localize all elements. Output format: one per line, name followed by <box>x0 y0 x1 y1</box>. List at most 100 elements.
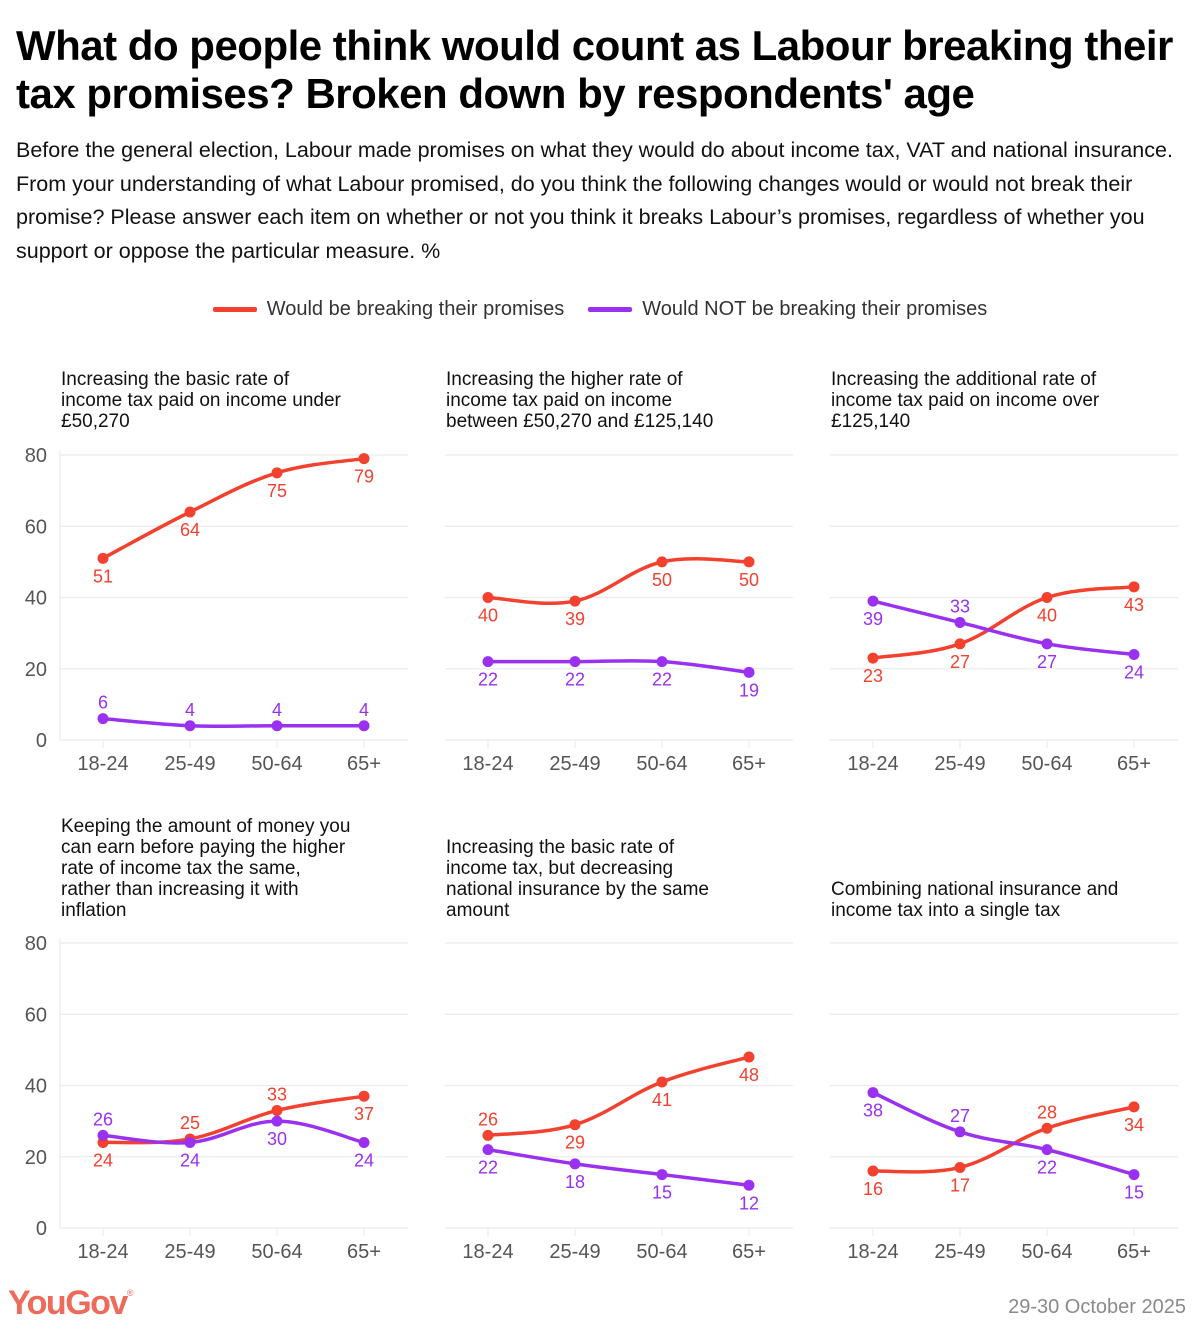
y-tick-label: 0 <box>36 730 47 752</box>
panel-title-line: rather than increasing it with <box>61 879 299 900</box>
y-tick-label: 80 <box>25 933 47 955</box>
data-point-breaking <box>656 1076 668 1088</box>
y-tick-label: 0 <box>36 1218 47 1240</box>
data-label: 15 <box>652 1183 672 1203</box>
data-label: 15 <box>1124 1183 1144 1203</box>
legend-swatch-not-breaking <box>588 307 633 312</box>
data-point-not-breaking <box>569 1158 581 1170</box>
y-tick-label: 20 <box>25 1147 47 1169</box>
data-label: 22 <box>1037 1158 1057 1178</box>
panel-title-line: amount <box>446 900 510 921</box>
data-label: 22 <box>565 670 585 690</box>
data-point-breaking <box>184 506 196 518</box>
series-line-not-breaking <box>871 599 1136 657</box>
x-tick-label: 25-49 <box>934 753 985 775</box>
panel-title-line: income tax paid on income over <box>831 390 1100 411</box>
data-label: 33 <box>950 596 970 616</box>
x-tick-label: 50-64 <box>251 1241 302 1263</box>
x-tick-label: 18-24 <box>77 753 128 775</box>
data-label: 30 <box>267 1129 287 1149</box>
data-label: 37 <box>354 1104 374 1124</box>
data-point-breaking <box>1041 592 1053 603</box>
data-point-not-breaking <box>1041 1144 1053 1156</box>
data-point-breaking <box>743 556 755 568</box>
series-line-not-breaking <box>486 659 751 675</box>
data-point-not-breaking <box>656 1169 668 1181</box>
yougov-logo: YouGov® <box>8 1284 133 1323</box>
data-point-not-breaking <box>184 1137 196 1148</box>
data-point-not-breaking <box>482 1144 494 1156</box>
x-tick-label: 18-24 <box>77 1241 128 1263</box>
data-label: 24 <box>180 1151 200 1171</box>
data-point-breaking <box>1128 581 1140 593</box>
x-tick-label: 50-64 <box>636 1241 687 1263</box>
data-point-not-breaking <box>1041 638 1053 650</box>
x-tick-label: 65+ <box>1117 1241 1151 1263</box>
data-point-breaking <box>482 592 494 603</box>
data-label: 23 <box>863 666 883 686</box>
x-tick-label: 65+ <box>732 753 766 775</box>
series-line-breaking <box>486 557 751 605</box>
y-tick-label: 60 <box>25 516 47 538</box>
data-point-not-breaking <box>867 1087 879 1099</box>
series-line-breaking <box>101 1094 366 1145</box>
x-tick-label: 50-64 <box>1021 753 1072 775</box>
legend-label-breaking: Would be breaking their promises <box>266 298 565 320</box>
data-point-breaking <box>271 1104 283 1116</box>
data-label: 4 <box>185 700 195 720</box>
data-label: 40 <box>478 606 498 626</box>
series-line-breaking <box>871 585 1136 660</box>
data-label: 40 <box>1037 606 1057 626</box>
x-tick-label: 18-24 <box>462 753 513 775</box>
data-point-breaking <box>1041 1122 1053 1134</box>
data-label: 19 <box>739 680 759 700</box>
data-point-not-breaking <box>569 656 581 668</box>
panel-title-line: Combining national insurance and <box>831 879 1118 900</box>
x-tick-label: 25-49 <box>164 753 215 775</box>
data-label: 4 <box>272 700 282 720</box>
x-tick-label: 25-49 <box>549 1241 600 1263</box>
panel-title-line: Increasing the additional rate of <box>831 369 1097 390</box>
data-label: 12 <box>739 1193 759 1213</box>
data-label: 48 <box>739 1065 759 1085</box>
y-tick-label: 40 <box>25 1076 47 1098</box>
x-tick-label: 18-24 <box>847 1241 898 1263</box>
data-label: 27 <box>950 652 970 672</box>
data-label: 24 <box>93 1151 113 1171</box>
data-point-breaking <box>954 638 966 650</box>
data-point-not-breaking <box>358 720 370 732</box>
panel-title-line: £50,270 <box>61 411 130 432</box>
panel-title-line: income tax paid on income under <box>61 390 342 411</box>
series-line-not-breaking <box>101 716 366 729</box>
data-label: 43 <box>1124 595 1144 615</box>
data-point-breaking <box>1128 1101 1140 1113</box>
data-point-breaking <box>867 652 879 664</box>
x-tick-label: 18-24 <box>462 1241 513 1263</box>
data-label: 29 <box>565 1133 585 1153</box>
data-label: 6 <box>98 693 108 713</box>
data-label: 24 <box>1124 663 1144 683</box>
panel-title-line: income tax paid on income <box>446 390 672 411</box>
data-point-not-breaking <box>867 595 879 607</box>
data-label: 39 <box>565 609 585 629</box>
series-line-not-breaking <box>871 1090 1136 1177</box>
x-tick-label: 25-49 <box>934 1241 985 1263</box>
data-point-not-breaking <box>97 713 109 725</box>
y-tick-label: 20 <box>25 659 47 681</box>
data-point-breaking <box>569 1119 581 1131</box>
series-line-breaking <box>101 456 366 561</box>
data-point-breaking <box>569 595 581 607</box>
chart-subtitle: Before the general election, Labour made… <box>16 138 1173 263</box>
data-point-not-breaking <box>656 656 668 668</box>
panel-title-line: income tax into a single tax <box>831 900 1061 921</box>
data-label: 17 <box>950 1175 970 1195</box>
data-point-not-breaking <box>184 720 196 732</box>
x-tick-label: 65+ <box>1117 753 1151 775</box>
series-line-breaking <box>871 1105 1136 1174</box>
data-point-breaking <box>97 552 109 564</box>
data-point-breaking <box>482 1129 494 1141</box>
data-label: 51 <box>93 566 113 586</box>
legend-swatch-breaking <box>212 307 257 312</box>
panel-title-line: income tax, but decreasing <box>446 858 673 879</box>
data-label: 75 <box>267 481 287 501</box>
